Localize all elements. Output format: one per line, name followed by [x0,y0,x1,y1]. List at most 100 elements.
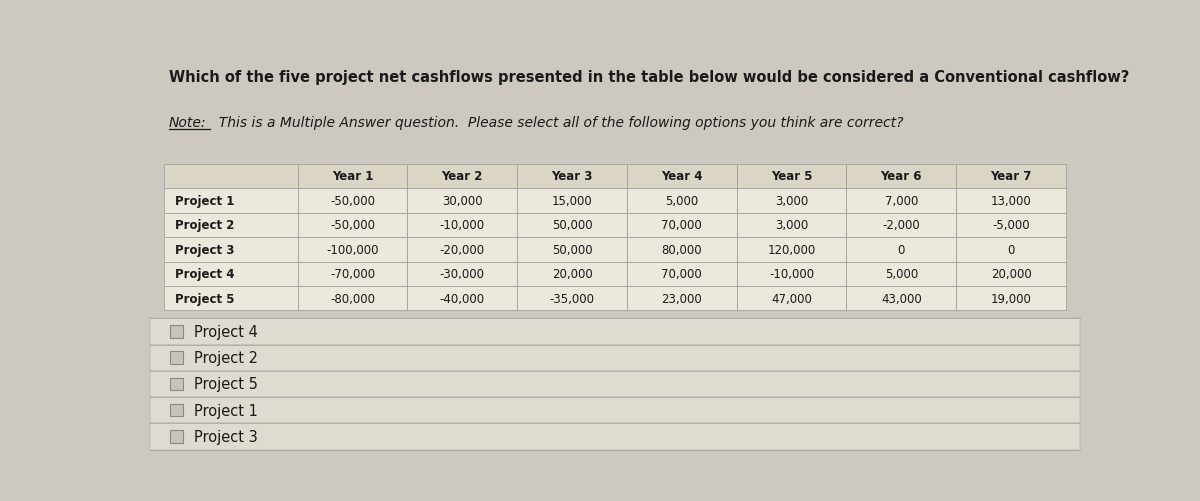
Bar [164,189,298,213]
Text: 3,000: 3,000 [775,194,809,207]
Bar [956,164,1066,189]
Bar [164,213,298,237]
Bar [150,371,1080,397]
Text: Project 2: Project 2 [175,219,234,232]
Bar [150,345,1080,371]
Bar [517,189,626,213]
Bar [517,237,626,262]
Bar [164,237,298,262]
Bar [956,237,1066,262]
Bar [298,213,407,237]
Text: -10,000: -10,000 [439,219,485,232]
Bar [298,237,407,262]
Text: Project 4: Project 4 [193,324,258,339]
Text: 15,000: 15,000 [552,194,593,207]
Bar [150,397,1080,423]
Text: 0: 0 [898,243,905,257]
Bar [407,237,517,262]
Text: 70,000: 70,000 [661,219,702,232]
Text: -5,000: -5,000 [992,219,1030,232]
Bar [737,262,846,287]
Bar [956,189,1066,213]
Bar [164,287,298,311]
Text: 20,000: 20,000 [552,268,593,281]
Bar [298,262,407,287]
Text: 30,000: 30,000 [442,194,482,207]
Bar [846,164,956,189]
Text: 5,000: 5,000 [665,194,698,207]
Text: Project 3: Project 3 [175,243,234,257]
Bar [737,164,846,189]
Bar [626,262,737,287]
Bar [846,213,956,237]
Text: Project 5: Project 5 [175,292,235,305]
Text: 3,000: 3,000 [775,219,809,232]
Bar [298,164,407,189]
Bar [407,287,517,311]
Text: -20,000: -20,000 [439,243,485,257]
Text: -80,000: -80,000 [330,292,374,305]
Bar [407,262,517,287]
Text: Project 2: Project 2 [193,350,258,365]
Bar [737,213,846,237]
Bar [517,213,626,237]
Text: -10,000: -10,000 [769,268,814,281]
Bar [846,237,956,262]
Text: 5,000: 5,000 [884,268,918,281]
Bar [626,287,737,311]
Bar [407,213,517,237]
Bar [846,287,956,311]
Text: -50,000: -50,000 [330,219,374,232]
Text: 50,000: 50,000 [552,219,593,232]
Bar [626,237,737,262]
Bar [517,164,626,189]
Text: -2,000: -2,000 [882,219,920,232]
Bar [517,287,626,311]
Text: Year 1: Year 1 [331,170,373,183]
Bar [737,237,846,262]
Text: 43,000: 43,000 [881,292,922,305]
Text: 7,000: 7,000 [884,194,918,207]
Text: 19,000: 19,000 [991,292,1032,305]
Bar [626,189,737,213]
Bar [956,262,1066,287]
Bar [407,164,517,189]
Text: Year 2: Year 2 [442,170,482,183]
Text: 20,000: 20,000 [991,268,1032,281]
Text: Project 5: Project 5 [193,377,258,392]
Text: -40,000: -40,000 [439,292,485,305]
Text: -100,000: -100,000 [326,243,379,257]
Text: -70,000: -70,000 [330,268,376,281]
Bar [737,189,846,213]
Text: 80,000: 80,000 [661,243,702,257]
Text: 50,000: 50,000 [552,243,593,257]
Bar [169,352,182,364]
Text: Year 4: Year 4 [661,170,702,183]
Bar [956,213,1066,237]
Text: Note:: Note: [168,116,206,130]
Bar [164,164,298,189]
Text: Project 3: Project 3 [193,429,258,444]
Text: -50,000: -50,000 [330,194,374,207]
Bar [150,423,1080,450]
Bar [407,189,517,213]
Bar [846,262,956,287]
Text: 23,000: 23,000 [661,292,702,305]
Text: Project 1: Project 1 [175,194,234,207]
Text: Which of the five project net cashflows presented in the table below would be co: Which of the five project net cashflows … [168,70,1129,85]
Text: Year 6: Year 6 [881,170,922,183]
Bar [169,326,182,338]
Text: 13,000: 13,000 [991,194,1032,207]
Text: -35,000: -35,000 [550,292,594,305]
Bar [626,164,737,189]
Bar [150,319,1080,345]
Text: Year 3: Year 3 [551,170,593,183]
Text: -30,000: -30,000 [439,268,485,281]
Bar [169,430,182,443]
Text: 120,000: 120,000 [768,243,816,257]
Bar [164,262,298,287]
Bar [298,189,407,213]
Text: 47,000: 47,000 [772,292,812,305]
Text: Year 7: Year 7 [990,170,1032,183]
Bar [169,404,182,416]
